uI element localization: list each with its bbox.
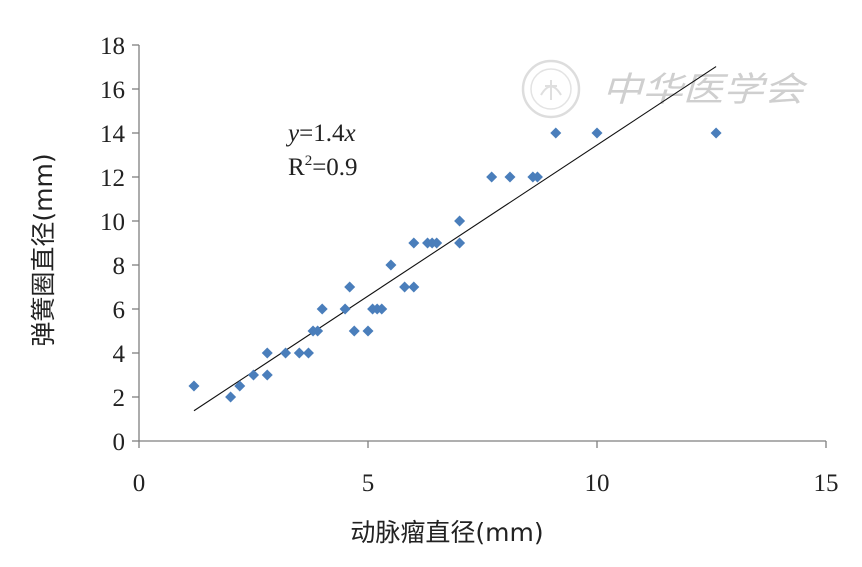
- tick-labels: 0 2 4 6 8 10 12 14 16 18 0 5 10 15: [100, 33, 839, 497]
- data-point: [710, 127, 722, 139]
- r-squared: R2=0.9: [288, 153, 358, 181]
- data-point: [293, 347, 305, 359]
- equation-coefficient: =1.4: [299, 120, 345, 147]
- data-point: [454, 215, 466, 227]
- data-point: [408, 281, 420, 293]
- data-point: [376, 303, 388, 315]
- data-point: [234, 380, 246, 392]
- y-tick-label: 10: [100, 209, 125, 236]
- x-tick-label: 15: [814, 470, 839, 497]
- data-point: [550, 127, 562, 139]
- axes: [138, 45, 826, 442]
- equation-x-var: x: [343, 120, 355, 147]
- y-tick-label: 14: [100, 121, 126, 148]
- society-seal-icon: [521, 59, 581, 119]
- x-tick-label: 5: [362, 470, 375, 497]
- r2-superscript: 2: [305, 153, 313, 169]
- watermark-text: 中华医学会: [602, 70, 809, 110]
- y-tick-label: 6: [113, 297, 126, 324]
- data-point: [385, 259, 397, 271]
- y-tick-label: 18: [100, 33, 125, 60]
- data-point: [188, 380, 200, 392]
- equation-y-var: y: [285, 120, 300, 147]
- data-point: [302, 347, 314, 359]
- x-tick-label: 10: [585, 470, 610, 497]
- data-point: [504, 171, 516, 183]
- data-point: [362, 325, 374, 337]
- r2-value: =0.9: [312, 154, 357, 181]
- data-point: [399, 281, 411, 293]
- ticks: [132, 44, 827, 448]
- y-tick-label: 0: [113, 429, 126, 456]
- data-point: [344, 281, 356, 293]
- data-point: [454, 237, 466, 249]
- x-axis-title: 动脉瘤直径(mm): [350, 518, 543, 547]
- data-point: [312, 325, 324, 337]
- data-point: [408, 237, 420, 249]
- y-tick-label: 2: [113, 385, 126, 412]
- y-tick-label: 8: [113, 253, 126, 280]
- data-point: [531, 171, 543, 183]
- data-point: [316, 303, 328, 315]
- y-tick-label: 16: [100, 77, 125, 104]
- data-point: [486, 171, 498, 183]
- y-tick-label: 4: [113, 341, 126, 368]
- data-point: [348, 325, 360, 337]
- y-axis-title: 弹簧圈直径(mm): [29, 153, 58, 346]
- data-point: [280, 347, 292, 359]
- data-point: [431, 237, 443, 249]
- trendline: [193, 66, 717, 412]
- r2-prefix: R: [288, 154, 305, 181]
- data-point: [225, 391, 237, 403]
- watermark: 中华医学会: [521, 59, 809, 119]
- x-tick-label: 0: [133, 470, 146, 497]
- data-point: [339, 303, 351, 315]
- data-point: [591, 127, 603, 139]
- data-points: [188, 127, 722, 403]
- data-point: [261, 347, 273, 359]
- data-point: [261, 369, 273, 381]
- trend-equation: y=1.4x: [285, 120, 356, 147]
- y-tick-label: 12: [100, 165, 125, 192]
- data-point: [248, 369, 259, 381]
